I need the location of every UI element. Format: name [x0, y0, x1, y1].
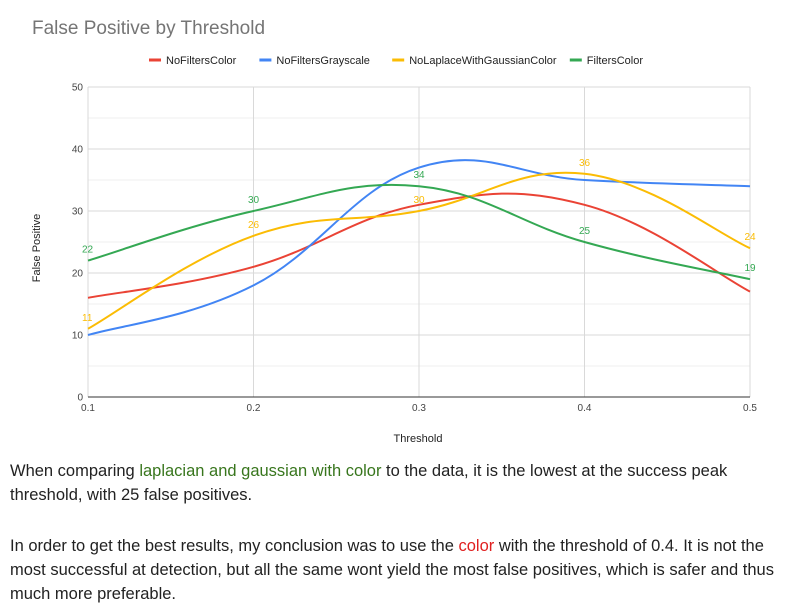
analysis-paragraph-1: When comparing laplacian and gaussian wi… — [10, 459, 780, 507]
x-axis-title: Threshold — [394, 433, 443, 445]
data-label: 36 — [579, 158, 591, 169]
data-label: 11 — [82, 313, 93, 324]
series-line-NoLaplaceWithGaussianColor — [87, 171, 751, 330]
chart-title: False Positive by Threshold — [32, 18, 265, 39]
legend-label: FiltersColor — [587, 55, 644, 67]
analysis-paragraph-2: In order to get the best results, my con… — [10, 534, 780, 606]
data-label: 30 — [413, 195, 425, 206]
x-tick-label: 0.4 — [578, 403, 592, 414]
para1-text-b: to the data, it is the lowest at the suc… — [10, 462, 728, 504]
y-tick-label: 40 — [72, 145, 84, 156]
series-line-FiltersColor — [87, 183, 751, 281]
legend-label: NoLaplaceWithGaussianColor — [409, 55, 557, 67]
y-tick-label: 20 — [72, 269, 84, 280]
series-lines — [87, 159, 751, 336]
data-label: 30 — [248, 195, 260, 206]
para2-text-b: with the threshold of 0.4. It is not the… — [10, 537, 774, 603]
gridlines — [87, 86, 751, 397]
data-label: 22 — [82, 245, 94, 256]
data-label: 25 — [579, 226, 591, 237]
para2-text-a: In order to get the best results, my con… — [10, 537, 459, 555]
y-tick-label: 10 — [72, 331, 84, 342]
data-label: 19 — [744, 263, 756, 274]
series-line-NoFiltersColor — [87, 192, 751, 299]
y-axis-title: False Positive — [31, 214, 43, 282]
legend-label: NoFiltersGrayscale — [276, 55, 370, 67]
para1-highlight: laplacian and gaussian with color — [139, 462, 382, 480]
line-chart: False Positive by Threshold NoFiltersCol… — [31, 18, 758, 445]
legend-label: NoFiltersColor — [166, 55, 237, 67]
data-label: 24 — [744, 232, 756, 243]
data-label: 34 — [413, 170, 425, 181]
axes: 0 10 20 30 40 50 0.1 0.2 0.3 0.4 0.5 — [72, 83, 758, 415]
data-labels: 11 26 30 36 24 22 30 34 25 19 — [82, 158, 756, 324]
data-label: 26 — [248, 220, 260, 231]
x-tick-label: 0.5 — [743, 403, 757, 414]
y-tick-label: 0 — [77, 393, 83, 404]
legend: NoFiltersColor NoFiltersGrayscale NoLaplac… — [149, 55, 643, 67]
y-tick-label: 30 — [72, 207, 84, 218]
x-tick-label: 0.2 — [247, 403, 261, 414]
series-line-NoFiltersGrayscale — [87, 159, 751, 336]
x-tick-label: 0.3 — [412, 403, 426, 414]
para2-highlight: color — [458, 537, 495, 555]
x-tick-label: 0.1 — [81, 403, 95, 414]
para1-text-a: When comparing — [10, 462, 140, 480]
y-tick-label: 50 — [72, 83, 84, 94]
